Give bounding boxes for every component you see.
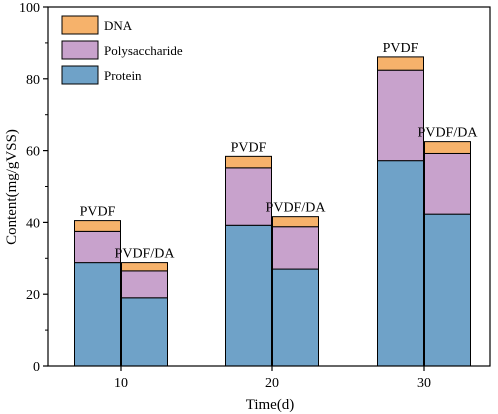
- x-tick-label-10: 10: [114, 376, 128, 391]
- bar-pvdf-da-protein-cat-30: [424, 213, 471, 367]
- bar-label-pvdf-cat-30: PVDF: [383, 41, 419, 56]
- bar-label-pvdf-da-cat-20: PVDF/DA: [266, 201, 327, 216]
- bar-label-pvdf-da-cat-30: PVDF/DA: [418, 126, 479, 141]
- legend-label-polysaccharide: Polysaccharide: [104, 43, 183, 58]
- x-tick-label-30: 30: [417, 376, 431, 391]
- axes-layer: 0 20 40 60 80 100 10 20 30: [19, 1, 491, 391]
- bar-pvdf-da-protein-cat-10: [121, 297, 168, 367]
- y-tick-label-60: 60: [26, 145, 40, 160]
- bar-pvdf-da-dna-cat-10: [121, 262, 168, 272]
- bar-pvdf-da-polysaccharide-cat-30: [424, 152, 471, 215]
- legend-swatch-polysaccharide: [61, 40, 99, 60]
- bar-pvdf-dna-cat-30: [377, 56, 424, 71]
- bar-pvdf-dna-cat-10: [74, 220, 121, 232]
- bar-pvdf-protein-cat-30: [377, 160, 424, 367]
- legend-label-dna: DNA: [104, 18, 133, 33]
- bar-pvdf-polysaccharide-cat-30: [377, 69, 424, 162]
- bar-pvdf-da-dna-cat-30: [424, 141, 471, 154]
- bar-label-pvdf-da-cat-10: PVDF/DA: [115, 247, 176, 262]
- bar-pvdf-protein-cat-10: [74, 262, 121, 367]
- bar-pvdf-polysaccharide-cat-10: [74, 230, 121, 264]
- bar-pvdf-da-protein-cat-20: [272, 268, 319, 367]
- bar-pvdf-da-dna-cat-20: [272, 216, 319, 228]
- y-tick-label-20: 20: [26, 288, 40, 303]
- legend: DNA Polysaccharide Protein: [61, 15, 183, 85]
- bar-pvdf-da-polysaccharide-cat-20: [272, 226, 319, 270]
- bar-label-pvdf-cat-20: PVDF: [231, 140, 267, 155]
- bar-pvdf-da-polysaccharide-cat-10: [121, 270, 168, 299]
- y-tick-label-100: 100: [19, 1, 40, 16]
- bar-label-pvdf-cat-10: PVDF: [80, 205, 116, 220]
- x-axis-title: Time(d): [246, 397, 295, 413]
- y-tick-label-80: 80: [26, 73, 40, 88]
- y-tick-label-0: 0: [33, 360, 40, 375]
- bar-labels-layer: PVDF PVDF/DA PVDF PVDF/DA PVDF PVDF/DA: [80, 41, 479, 262]
- x-tick-label-20: 20: [265, 376, 279, 391]
- bar-pvdf-protein-cat-20: [225, 224, 272, 367]
- bars-layer: [74, 56, 471, 367]
- bar-pvdf-polysaccharide-cat-20: [225, 167, 272, 226]
- legend-label-protein: Protein: [104, 68, 142, 83]
- legend-swatch-protein: [61, 65, 99, 85]
- y-axis-title: Content(mg/gVSS): [4, 129, 20, 245]
- legend-swatch-dna: [61, 15, 99, 35]
- bar-pvdf-dna-cat-20: [225, 155, 272, 169]
- y-tick-label-40: 40: [26, 216, 40, 231]
